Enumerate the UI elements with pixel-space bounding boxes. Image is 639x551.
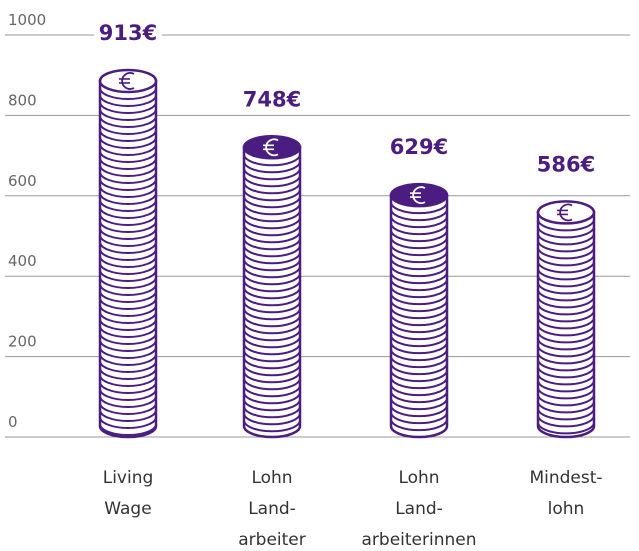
x-tick-label: arbeiter [238, 530, 306, 550]
x-tick-label: Land- [248, 499, 296, 519]
coin-stack: 748€ [238, 84, 306, 437]
value-label: 586€ [537, 152, 595, 176]
value-label: 629€ [390, 135, 448, 159]
x-tick-label: lohn [548, 499, 585, 519]
coin-stack: 586€ [532, 149, 600, 437]
coin-stack: 913€ [94, 18, 162, 437]
x-tick-label: Lohn [251, 468, 292, 488]
coin-stack: 629€ [385, 132, 453, 437]
x-tick-label: Wage [104, 499, 151, 519]
y-tick-label: 800 [8, 91, 37, 109]
x-tick-label: Land- [395, 499, 443, 519]
value-label: 913€ [99, 21, 157, 45]
x-tick-label: arbeiterinnen [362, 530, 477, 550]
y-tick-label: 0 [8, 413, 18, 431]
chart: 0 200 400 600 800 1000 913€ Living Wage 748€ Lohn L… [0, 0, 639, 551]
x-tick-label: Mindest- [529, 468, 602, 488]
y-tick-label: 400 [8, 252, 37, 270]
y-tick-label: 200 [8, 333, 37, 351]
y-tick-label: 1000 [8, 11, 46, 29]
x-tick-label: Lohn [398, 468, 439, 488]
value-label: 748€ [243, 87, 301, 111]
y-tick-label: 600 [8, 172, 37, 190]
x-tick-label: Living [103, 468, 154, 488]
